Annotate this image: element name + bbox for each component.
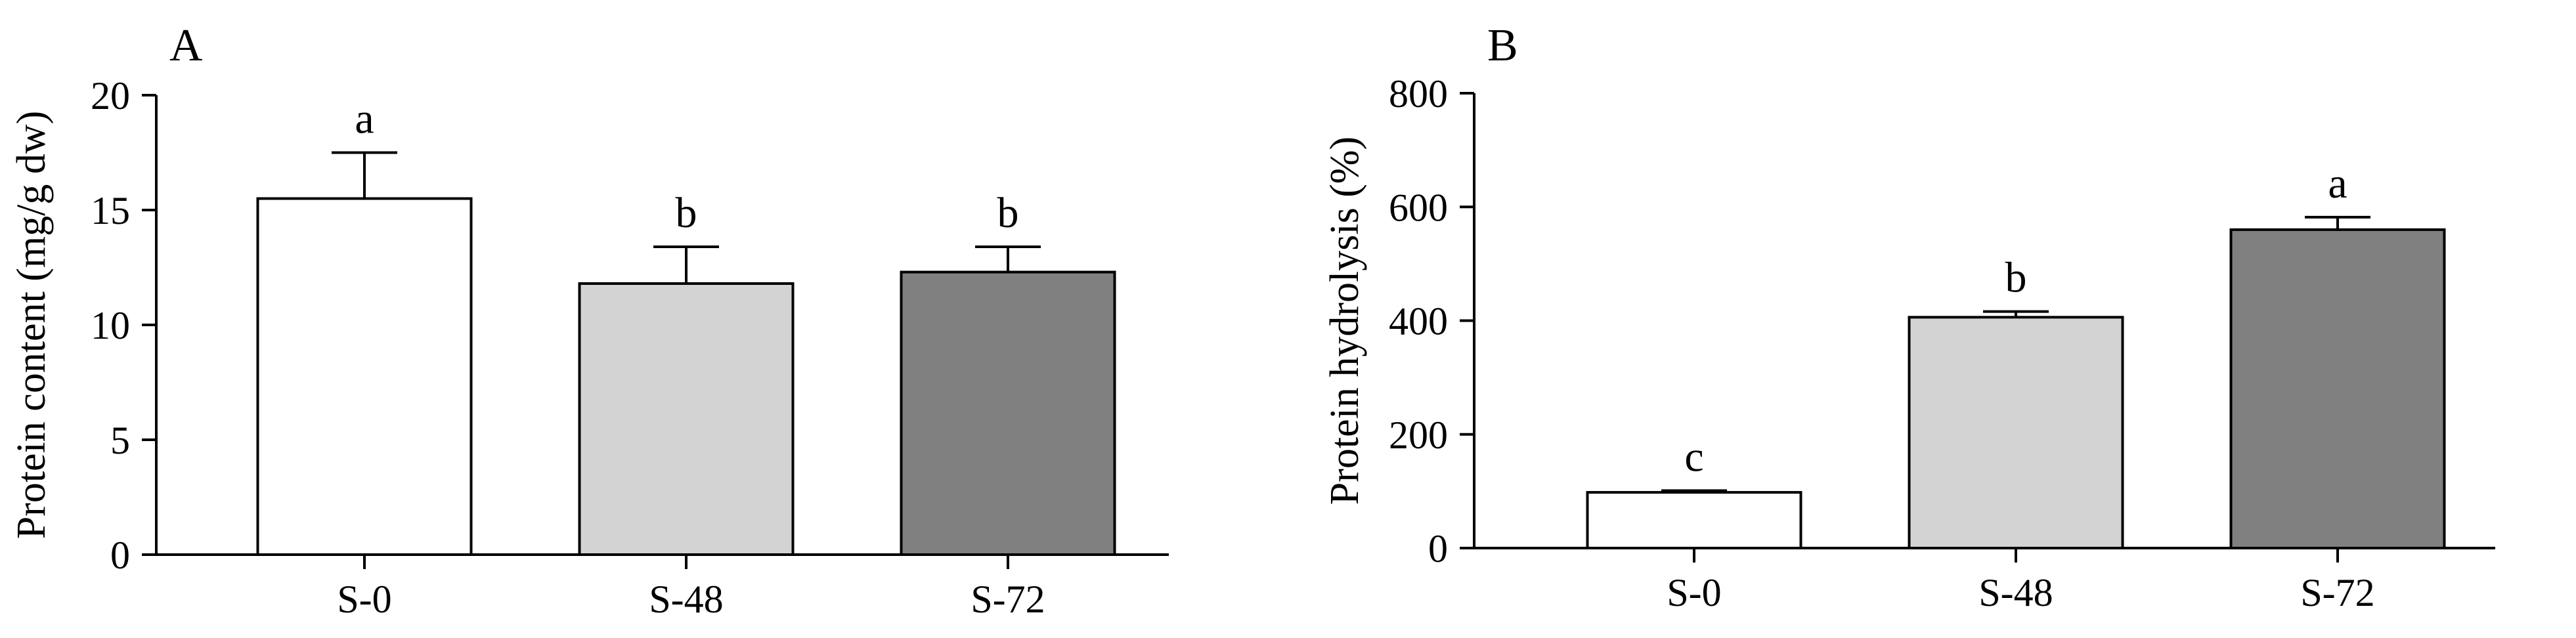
panel-label: B [1487, 20, 1518, 71]
y-tick-label: 800 [1389, 72, 1448, 116]
significance-label: a [2328, 160, 2347, 207]
y-tick-label: 5 [110, 419, 130, 462]
y-axis-title: Protein hydrolysis (%) [1322, 137, 1367, 505]
bar [2229, 228, 2446, 549]
panel-label: A [169, 20, 203, 71]
significance-label: b [676, 189, 697, 237]
x-tick-label: S-48 [649, 578, 723, 621]
y-tick-label: 20 [91, 74, 130, 117]
x-tick-label: S-0 [337, 578, 391, 621]
significance-label: b [2005, 254, 2027, 302]
panel-a: a S-0 b S-48 b S-72 0 5 10 15 20 Protein content (m… [9, 20, 1169, 621]
y-tick-label: 15 [91, 189, 130, 232]
y-tick-label: 0 [110, 534, 130, 577]
bar [1908, 316, 2124, 549]
x-tick-label: S-48 [1978, 571, 2053, 614]
bar [1586, 491, 1802, 549]
significance-label: c [1684, 433, 1703, 481]
x-tick-label: S-0 [1667, 571, 1721, 614]
y-axis-title: Protein content (mg/g dw) [9, 111, 54, 540]
significance-label: a [355, 95, 374, 143]
y-tick-label: 0 [1428, 527, 1448, 570]
bar [900, 270, 1116, 556]
x-tick-label: S-72 [971, 578, 1045, 621]
panel-b: c S-0 b S-48 a S-72 0 200 400 600 800 Protein hydro… [1322, 20, 2495, 614]
y-tick-label: 10 [91, 304, 130, 347]
y-tick-label: 600 [1389, 186, 1448, 229]
significance-label: b [997, 189, 1019, 237]
bar [578, 282, 795, 556]
y-tick-label: 200 [1389, 414, 1448, 457]
y-tick-label: 400 [1389, 300, 1448, 343]
x-tick-label: S-72 [2300, 571, 2374, 614]
bar [256, 197, 473, 556]
